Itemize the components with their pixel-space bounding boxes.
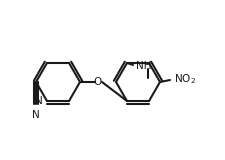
Text: NO$_2$: NO$_2$ bbox=[173, 72, 195, 86]
Text: O: O bbox=[93, 77, 102, 87]
Text: N: N bbox=[35, 96, 43, 106]
Text: NH: NH bbox=[135, 61, 151, 71]
Text: N: N bbox=[32, 110, 40, 120]
